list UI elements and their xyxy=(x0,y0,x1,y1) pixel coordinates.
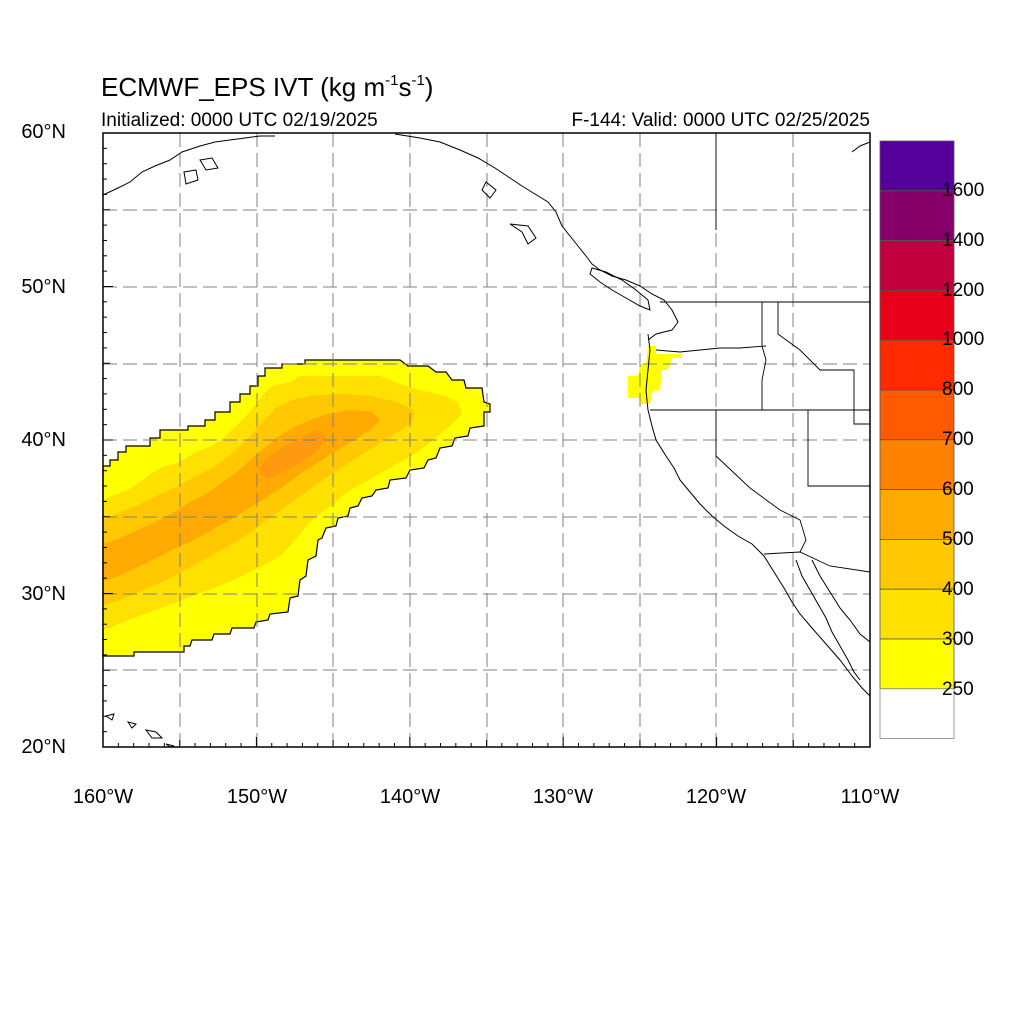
coastline-baja xyxy=(795,559,861,681)
colorbar-label-1000: 1000 xyxy=(942,329,985,350)
colorbar-label-800: 800 xyxy=(942,379,974,400)
mexico-border xyxy=(763,551,871,573)
political-boundaries xyxy=(650,133,871,573)
initialized-time: Initialized: 0000 UTC 02/19/2025 xyxy=(101,110,378,131)
colorbar-label-400: 400 xyxy=(942,579,974,600)
lat-label-30n: 30°N xyxy=(21,583,66,605)
lat-label-60n: 60°N xyxy=(21,121,66,143)
ivt-coastal-250 xyxy=(628,346,682,404)
colorbar-swatch xyxy=(879,588,955,640)
colorbar-swatch xyxy=(879,389,955,441)
colorbar-label-1400: 1400 xyxy=(942,230,985,251)
coastline-ak-islands-west xyxy=(183,157,219,185)
colorbar-swatch xyxy=(879,240,955,291)
ivt-plume-600 xyxy=(258,430,326,480)
lon-label-150w: 150°W xyxy=(226,786,288,808)
coastline-vancouver-island xyxy=(589,267,651,311)
colorbar-label-1200: 1200 xyxy=(942,280,985,301)
coastline-hawaii xyxy=(104,713,175,748)
lon-label-140w: 140°W xyxy=(379,786,441,808)
colorbar-swatch xyxy=(879,190,955,242)
colorbar-swatch xyxy=(879,489,955,540)
colorbar xyxy=(879,140,955,739)
coastline-alaska-gulf xyxy=(394,133,679,341)
lat-label-40n: 40°N xyxy=(21,429,66,451)
ticks xyxy=(102,132,871,748)
lat-label-20n: 20°N xyxy=(21,736,66,758)
colorbar-swatch xyxy=(879,688,955,739)
colorbar-label-250: 250 xyxy=(942,679,974,700)
coastline-west-us xyxy=(645,333,871,697)
lon-label-110w: 110°W xyxy=(840,786,900,808)
lat-label-50n: 50°N xyxy=(21,276,66,298)
mt-border xyxy=(777,302,870,425)
map-title: ECMWF_EPS IVT (kg m-1s-1) xyxy=(101,72,434,102)
wa-or-border xyxy=(655,345,767,353)
coastline-ne-corner xyxy=(851,141,871,153)
nv-ca-border xyxy=(715,410,801,521)
coastlines xyxy=(102,133,871,748)
coastline-alaska-west xyxy=(102,135,275,196)
colorbar-label-300: 300 xyxy=(942,629,974,650)
lon-label-160w: 160°W xyxy=(72,786,134,808)
colorbar-label-700: 700 xyxy=(942,429,974,450)
coastline-islands-ak xyxy=(481,181,537,245)
az-border xyxy=(799,519,807,553)
colorbar-swatch xyxy=(879,439,955,490)
coastline-gulf-california xyxy=(811,559,871,643)
colorbar-swatch xyxy=(879,140,955,192)
lon-label-120w: 120°W xyxy=(685,786,747,808)
valid-time: F-144: Valid: 0000 UTC 02/25/2025 xyxy=(571,110,870,131)
idaho-border xyxy=(761,302,767,410)
colorbar-swatch xyxy=(879,339,955,391)
nv-ut-border xyxy=(807,410,870,487)
lon-label-130w: 130°W xyxy=(532,786,594,808)
colorbar-label-500: 500 xyxy=(942,529,974,550)
colorbar-label-600: 600 xyxy=(942,479,974,500)
colorbar-label-1600: 1600 xyxy=(942,180,985,201)
colorbar-swatch xyxy=(879,638,955,690)
ivt-shading xyxy=(102,346,682,657)
